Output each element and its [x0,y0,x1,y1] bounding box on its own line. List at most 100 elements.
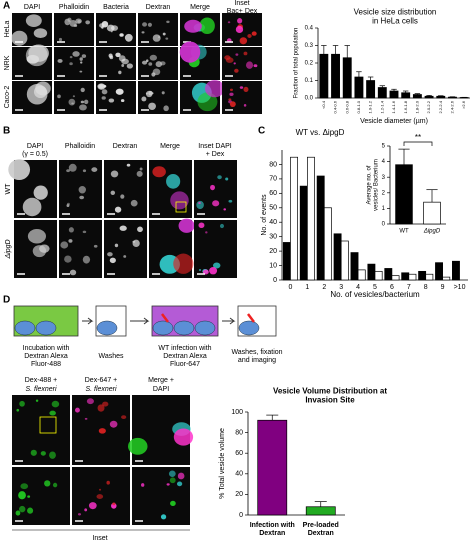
micrograph-detail [198,202,201,204]
bar [282,242,291,281]
error-bar [266,414,279,421]
error-bar [402,90,409,93]
x-tick-label: Infection with Dextran [250,522,295,537]
x-tick-label: 7 [407,284,411,291]
micrograph-detail [77,513,82,516]
micrograph-detail [18,491,26,500]
micrograph-detail [79,104,87,111]
micrograph-detail [106,480,110,485]
micrograph-detail [58,37,63,42]
micrograph-detail [57,94,61,99]
micrograph-detail [75,407,80,413]
column-header: Inset DAPI [198,143,232,150]
bar [418,270,427,281]
micrograph-detail [205,231,208,234]
micrograph-detail [119,225,127,231]
micrograph-detail [15,510,21,516]
column-header: (γ = 0.5) [22,151,48,158]
micrograph-detail [11,30,28,46]
y-tick-label: 0 [382,222,386,228]
y-tick-label: 30 [269,234,277,241]
micrograph-detail [170,500,176,507]
bar [391,275,400,281]
inset-label: Inset [92,535,107,542]
y-axis-label: Fraction of total population [294,28,300,99]
micrograph-detail [173,253,194,274]
inset-box [39,416,57,434]
bar [412,94,422,99]
micrograph-detail [210,184,215,191]
y-tick-label: 60 [235,450,243,457]
bar [331,53,340,99]
micrograph-detail [228,98,232,101]
micrograph-detail [93,244,98,248]
significance-bracket [403,141,433,146]
bar [366,80,376,99]
micrograph-detail [33,185,48,200]
micrograph-detail [225,177,229,181]
bar [342,57,352,99]
y-tick-label: 1 [382,206,386,212]
micrograph-detail [199,17,215,35]
error-bar [398,148,410,165]
bar [307,156,315,281]
significance-label: ** [415,133,421,142]
bar [323,207,332,281]
x-tick-label: 0.8-1.0 [356,100,361,113]
micrograph-detail [25,14,42,27]
micrograph [194,160,237,218]
x-tick-label: 2.2-2.4 [438,100,443,113]
micrograph-detail [112,502,116,506]
micrograph-detail [141,483,145,487]
micrograph-detail [227,21,231,24]
micrograph-detail [170,191,189,210]
y-tick-label: 0.2 [305,61,314,67]
micrograph-detail [22,197,42,217]
cell [238,320,260,336]
x-tick-label: 3 [339,284,343,291]
bar [357,269,366,281]
micrograph-detail [84,417,88,420]
micrograph-detail [245,61,254,69]
bar [374,270,383,281]
x-axis-label: Vesicle diameter (µm) [360,118,428,125]
cell [173,320,195,336]
micrograph-detail [139,167,143,171]
y-tick-label: 0 [239,512,243,519]
micrograph-detail [149,54,157,61]
bacterium [247,313,255,323]
column-header: S. flexneri [85,386,117,393]
micrograph-detail [162,32,166,36]
bar [408,273,417,281]
micrograph-detail [82,230,87,234]
column-header: Merge [160,143,180,150]
row-label: ΔipgD [5,239,12,259]
micrograph-detail [8,159,31,180]
cell [96,320,118,336]
micrograph-detail [166,173,181,189]
y-tick-label: 80 [269,161,277,168]
micrograph-detail [67,17,72,23]
micrograph-detail [152,166,166,178]
x-tick-label: >10 [454,284,466,291]
micrograph-detail [86,398,94,405]
micrograph-detail [225,57,234,63]
micrograph-detail [217,175,222,180]
y-tick-label: 0 [273,277,277,284]
micrograph-detail [84,508,88,512]
micrograph-detail [57,58,63,63]
micrograph-detail [173,428,194,446]
micrograph-detail [163,105,169,112]
micrograph-detail [148,102,156,111]
bar [340,240,349,281]
x-tick-label: 0.4-0.6 [333,100,338,113]
column-header: Dextran [113,143,138,150]
micrograph-detail [115,52,121,58]
step-label: Incubation with Dextran Alexa Fluor-488 [23,345,70,368]
micrograph-detail [209,266,218,275]
micrograph-detail [198,222,205,229]
micrograph-detail [235,53,239,56]
error-bar [426,189,438,203]
micrograph [59,220,102,278]
bar [319,53,329,99]
